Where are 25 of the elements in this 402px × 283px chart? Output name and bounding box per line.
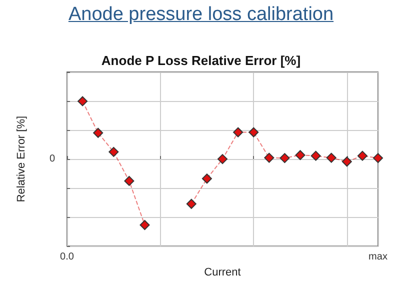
point	[78, 96, 88, 106]
x-axis-title: Current	[204, 266, 241, 278]
point	[280, 153, 290, 164]
point	[218, 154, 228, 164]
point	[93, 128, 104, 138]
point	[357, 150, 368, 161]
point	[233, 127, 244, 138]
point	[295, 150, 306, 160]
point	[373, 153, 383, 164]
point	[108, 146, 119, 157]
point	[124, 176, 134, 186]
point	[326, 152, 336, 163]
point	[264, 152, 274, 163]
chart-title: Anode pressure loss calibration	[67, 4, 335, 26]
point	[342, 156, 352, 167]
point	[310, 150, 321, 161]
chart-subtitle: Anode P Loss Relative Error [%]	[101, 53, 301, 68]
x-tick-label: max	[368, 252, 388, 263]
point	[248, 127, 259, 138]
text: 0	[49, 154, 56, 165]
y-axis-title: Relative Error [%]	[16, 116, 28, 202]
point	[140, 220, 150, 230]
point	[186, 198, 196, 209]
x-tick-label: 0.0	[60, 252, 74, 263]
point	[202, 174, 212, 184]
